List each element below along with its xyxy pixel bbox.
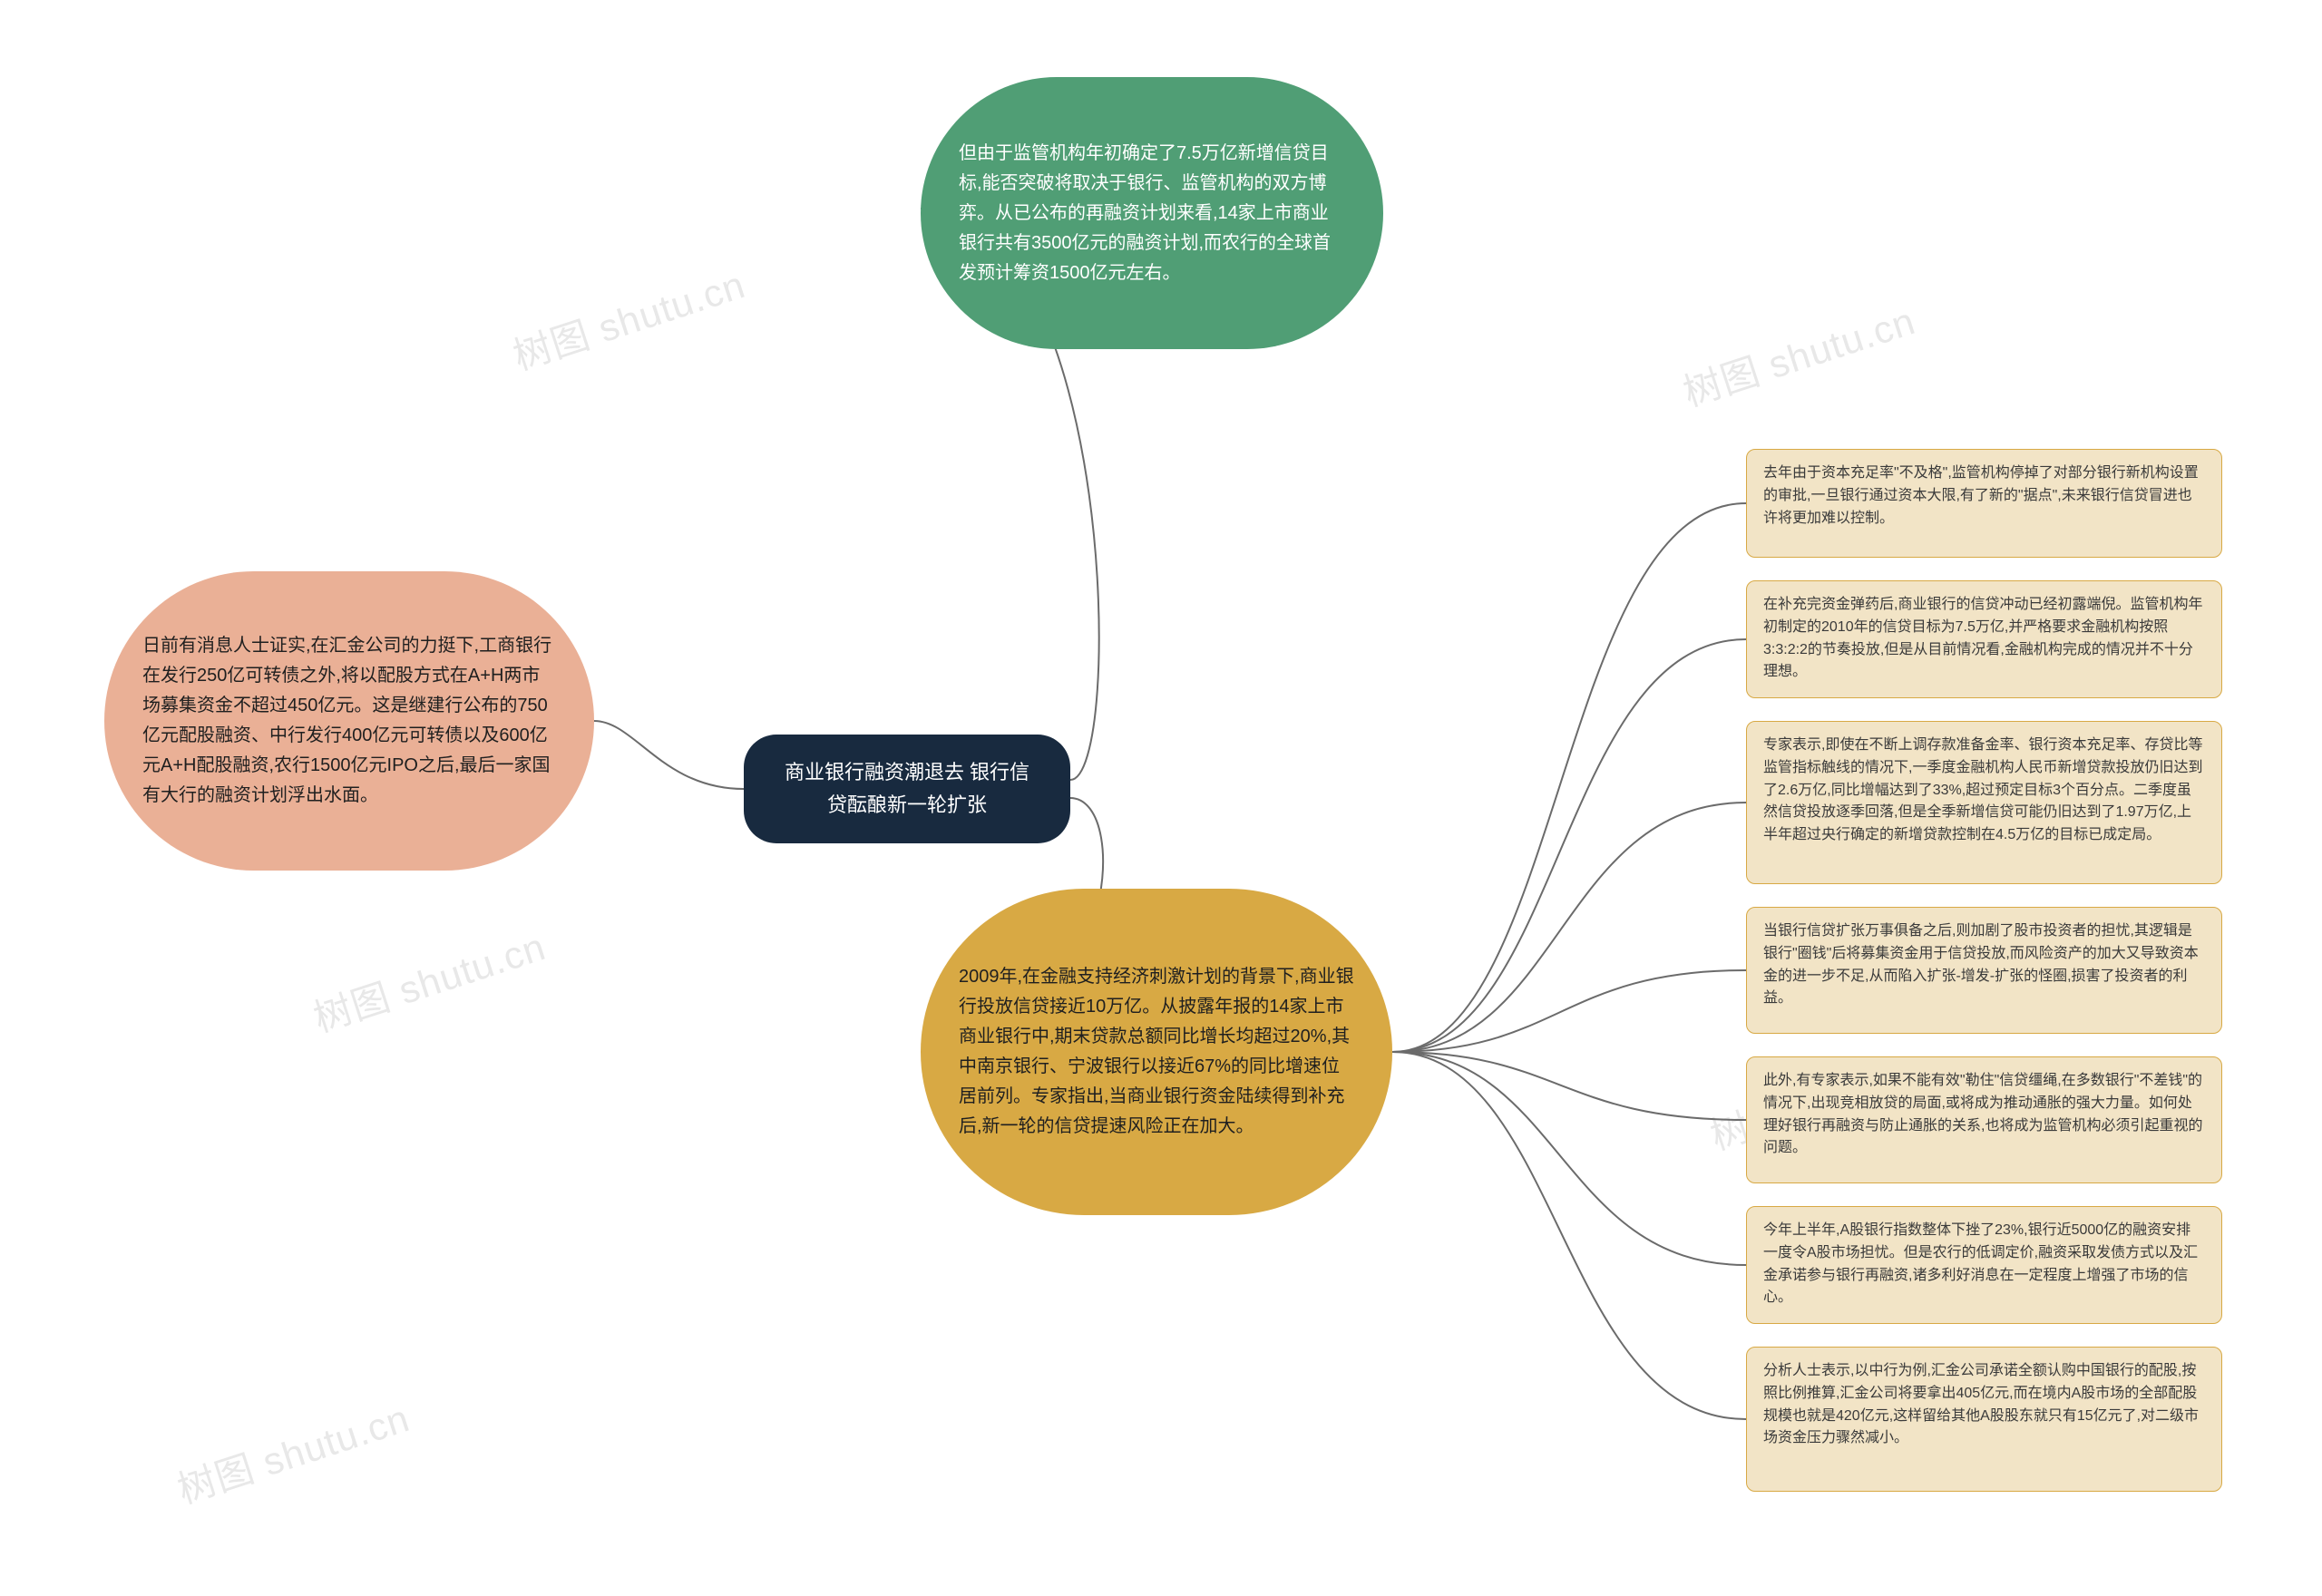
child-item-1[interactable]: 在补充完资金弹药后,商业银行的信贷冲动已经初露端倪。监管机构年初制定的2010年… <box>1746 580 2222 698</box>
child-item-2[interactable]: 专家表示,即使在不断上调存款准备金率、银行资本充足率、存贷比等监管指标触线的情况… <box>1746 721 2222 884</box>
branch-top[interactable]: 但由于监管机构年初确定了7.5万亿新增信贷目标,能否突破将取决于银行、监管机构的… <box>921 77 1383 349</box>
child-item-3[interactable]: 当银行信贷扩张万事俱备之后,则加剧了股市投资者的担忧,其逻辑是银行"圈钱"后将募… <box>1746 907 2222 1034</box>
branch-bottom[interactable]: 2009年,在金融支持经济刺激计划的背景下,商业银行投放信贷接近10万亿。从披露… <box>921 889 1392 1215</box>
child-item-4[interactable]: 此外,有专家表示,如果不能有效"勒住"信贷缰绳,在多数银行"不差钱"的情况下,出… <box>1746 1056 2222 1183</box>
child-item-6[interactable]: 分析人士表示,以中行为例,汇金公司承诺全额认购中国银行的配股,按照比例推算,汇金… <box>1746 1347 2222 1492</box>
child-item-5[interactable]: 今年上半年,A股银行指数整体下挫了23%,银行近5000亿的融资安排一度令A股市… <box>1746 1206 2222 1324</box>
branch-left[interactable]: 日前有消息人士证实,在汇金公司的力挺下,工商银行在发行250亿可转债之外,将以配… <box>104 571 594 871</box>
child-item-0[interactable]: 去年由于资本充足率"不及格",监管机构停掉了对部分银行新机构设置的审批,一旦银行… <box>1746 449 2222 558</box>
center-node[interactable]: 商业银行融资潮退去 银行信贷酝酿新一轮扩张 <box>744 735 1070 843</box>
